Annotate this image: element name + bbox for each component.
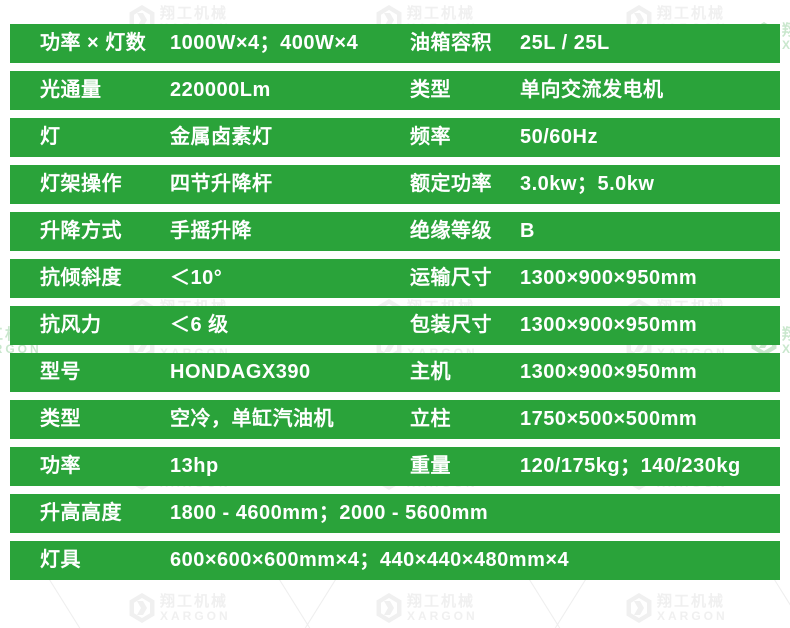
spec-value: 1750×500×500mm (520, 408, 698, 430)
spec-row-model: 型号 HONDAGX390 主机 1300×900×950mm (10, 353, 780, 392)
spec-value: 空冷，单缸汽油机 (170, 408, 334, 430)
spec-label: 额定功率 (410, 173, 492, 195)
spec-row-wind-resistance: 抗风力 ＜6 级 包装尺寸 1300×900×950mm (10, 306, 780, 345)
spec-row-power-lamps: 功率 × 灯数 1000W×4；400W×4 油箱容积 25L / 25L (10, 24, 780, 63)
spec-label: 重量 (410, 455, 451, 477)
spec-label: 包装尺寸 (410, 314, 492, 336)
spec-label: 灯架操作 (40, 173, 122, 195)
spec-value: 四节升降杆 (170, 173, 273, 195)
spec-label: 功率 (40, 455, 81, 477)
spec-value: 单向交流发电机 (520, 79, 664, 101)
spec-row-engine-power: 功率 13hp 重量 120/175kg；140/230kg (10, 447, 780, 486)
spec-label: 抗倾斜度 (40, 267, 122, 289)
spec-label: 灯具 (40, 549, 81, 571)
spec-row-mast-operation: 灯架操作 四节升降杆 额定功率 3.0kw；5.0kw (10, 165, 780, 204)
spec-value: ＜6 级 (170, 314, 229, 336)
spec-label: 运输尺寸 (410, 267, 492, 289)
hexagon-logo-icon (376, 593, 402, 623)
spec-table: 功率 × 灯数 1000W×4；400W×4 油箱容积 25L / 25L 光通… (10, 24, 780, 588)
spec-value: 1800 - 4600mm；2000 - 5600mm (170, 502, 489, 524)
spec-label: 油箱容积 (410, 32, 492, 54)
spec-row-tilt-resistance: 抗倾斜度 ＜10° 运输尺寸 1300×900×950mm (10, 259, 780, 298)
spec-row-lift-mode: 升降方式 手摇升降 绝缘等级 B (10, 212, 780, 251)
spec-row-luminous-flux: 光通量 220000Lm 类型 单向交流发电机 (10, 71, 780, 110)
hexagon-logo-icon (626, 593, 652, 623)
spec-label: 频率 (410, 126, 451, 148)
spec-label: 立柱 (410, 408, 451, 430)
spec-value: 600×600×600mm×4；440×440×480mm×4 (170, 549, 570, 571)
spec-label: 功率 × 灯数 (40, 32, 147, 54)
spec-label: 升高高度 (40, 502, 122, 524)
spec-row-engine-type: 类型 空冷，单缸汽油机 立柱 1750×500×500mm (10, 400, 780, 439)
spec-value: 1000W×4；400W×4 (170, 32, 359, 54)
spec-value: HONDAGX390 (170, 361, 311, 383)
spec-row-lift-height: 升高高度 1800 - 4600mm；2000 - 5600mm (10, 494, 780, 533)
spec-label: 类型 (410, 79, 451, 101)
spec-value: B (520, 220, 535, 242)
spec-value: 1300×900×950mm (520, 267, 698, 289)
spec-value: 1300×900×950mm (520, 361, 698, 383)
spec-label: 升降方式 (40, 220, 122, 242)
spec-label: 类型 (40, 408, 81, 430)
spec-value: 220000Lm (170, 79, 271, 101)
spec-label: 抗风力 (40, 314, 102, 336)
spec-value: 金属卤素灯 (170, 126, 273, 148)
spec-value: 50/60Hz (520, 126, 598, 148)
spec-row-lamp: 灯 金属卤素灯 频率 50/60Hz (10, 118, 780, 157)
spec-value: 25L / 25L (520, 32, 610, 54)
spec-value: 3.0kw；5.0kw (520, 173, 655, 195)
spec-label: 型号 (40, 361, 81, 383)
spec-label: 灯 (40, 126, 61, 148)
spec-label: 绝缘等级 (410, 220, 492, 242)
spec-label: 主机 (410, 361, 451, 383)
spec-value: ＜10° (170, 267, 223, 289)
spec-value: 120/175kg；140/230kg (520, 455, 741, 477)
spec-label: 光通量 (40, 79, 102, 101)
spec-value: 13hp (170, 455, 219, 477)
spec-row-lamp-size: 灯具 600×600×600mm×4；440×440×480mm×4 (10, 541, 780, 580)
hexagon-logo-icon (129, 593, 155, 623)
spec-value: 手摇升降 (170, 220, 252, 242)
spec-value: 1300×900×950mm (520, 314, 698, 336)
